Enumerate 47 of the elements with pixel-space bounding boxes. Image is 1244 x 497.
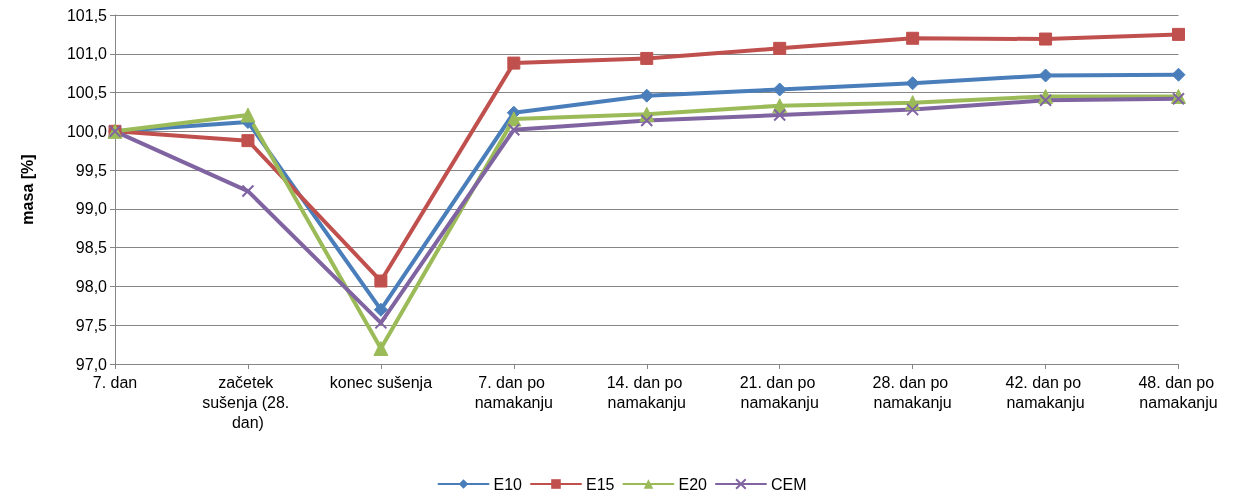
point xyxy=(240,107,256,123)
point xyxy=(374,274,388,288)
point xyxy=(906,103,920,117)
y-tick-label: 98,0 xyxy=(75,277,108,295)
point xyxy=(507,123,521,137)
x-tick-label: 28. dan po namakanju xyxy=(872,373,953,411)
x-tick-label: 42. dan po namakanju xyxy=(1005,373,1086,411)
point xyxy=(241,134,255,148)
point xyxy=(373,340,389,356)
y-tick-label: 101,0 xyxy=(66,45,108,63)
legend-label: CEM xyxy=(770,475,807,493)
y-tick-label: 100,5 xyxy=(66,84,108,102)
x-tick-label: 48. dan po namakanju xyxy=(1138,373,1219,411)
point xyxy=(507,56,521,70)
point xyxy=(1172,92,1185,106)
point xyxy=(1039,32,1053,46)
y-axis-title: masa [%] xyxy=(18,154,36,225)
point xyxy=(906,31,920,45)
point xyxy=(241,184,255,198)
legend-label: E20 xyxy=(678,475,708,493)
y-tick-label: 97,0 xyxy=(75,355,108,373)
x-tick-label: 7. dan xyxy=(92,373,138,391)
point xyxy=(1172,27,1185,41)
y-tick-label: 101,5 xyxy=(66,6,108,24)
y-tick-label: 99,0 xyxy=(75,200,108,218)
legend-label: E10 xyxy=(493,475,523,493)
point xyxy=(772,82,787,97)
point xyxy=(1039,93,1053,107)
x-tick-label: konec sušenja xyxy=(329,373,433,391)
point xyxy=(773,108,787,122)
legend-label: E15 xyxy=(585,475,615,493)
y-tick-label: 98,5 xyxy=(75,239,108,257)
x-tick-label: 14. dan po namakanju xyxy=(606,373,687,411)
x-tick-label: 7. dan po namakanju xyxy=(474,373,553,411)
point xyxy=(373,302,388,317)
point xyxy=(640,113,654,127)
point xyxy=(773,41,787,55)
point xyxy=(640,51,654,65)
point xyxy=(639,88,654,103)
point xyxy=(905,76,920,91)
point xyxy=(1038,68,1053,83)
x-tick-label: 21. dan po namakanju xyxy=(739,373,820,411)
x-tick-label: začetek sušenja (28. dan) xyxy=(202,373,294,431)
point xyxy=(1171,67,1186,82)
y-tick-label: 99,5 xyxy=(75,161,108,179)
y-tick-label: 97,5 xyxy=(75,316,108,334)
y-tick-label: 100,0 xyxy=(66,122,108,140)
